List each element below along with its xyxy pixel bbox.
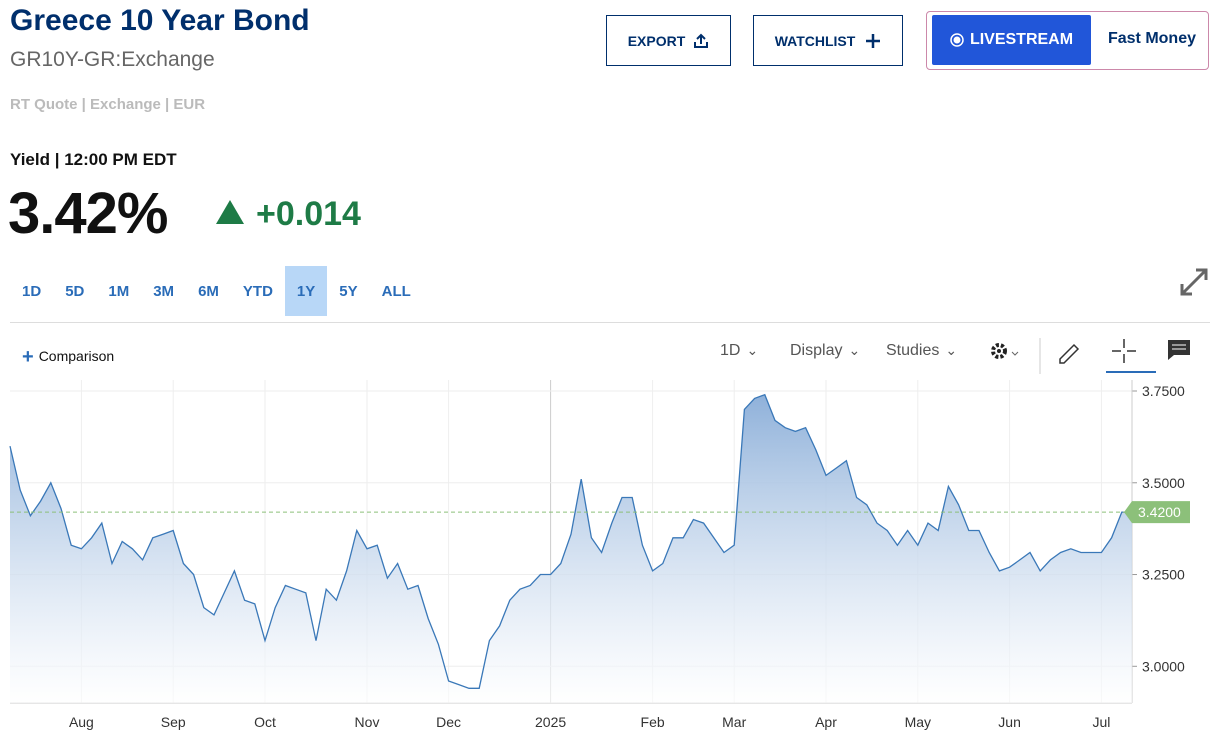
range-button[interactable]: 1D xyxy=(22,282,42,300)
comparison-button[interactable]: + Comparison xyxy=(22,346,115,368)
chart-tools xyxy=(991,338,1190,374)
last-value-label: 3.4200 xyxy=(1138,504,1181,520)
y-tick-label: 3.0000 xyxy=(1142,658,1185,674)
range-button[interactable]: 5D xyxy=(65,282,85,300)
range-button[interactable]: 5Y xyxy=(339,282,358,300)
settings-icon[interactable] xyxy=(991,343,1019,359)
expand-icon[interactable] xyxy=(1178,266,1210,298)
x-tick-label: Aug xyxy=(69,714,94,730)
x-tick-label: Mar xyxy=(722,714,746,730)
comparison-label: Comparison xyxy=(38,348,115,364)
comment-icon[interactable] xyxy=(1168,340,1190,360)
show-link[interactable]: Fast Money xyxy=(1107,30,1196,47)
export-label: EXPORT xyxy=(627,32,686,49)
crosshair-icon[interactable] xyxy=(1112,339,1136,363)
x-tick-label: Oct xyxy=(254,714,276,730)
interval-dropdown[interactable]: 1D xyxy=(720,342,758,360)
studies-dropdown[interactable]: Studies xyxy=(886,342,957,360)
title: Greece 10 Year Bond xyxy=(10,4,310,37)
area xyxy=(10,394,1132,703)
livestream-button[interactable]: LIVESTREAM xyxy=(932,15,1091,65)
x-tick-label: Feb xyxy=(641,714,665,730)
range-button[interactable]: 1M xyxy=(108,282,130,300)
x-tick-label: May xyxy=(905,714,931,730)
x-tick-label: 2025 xyxy=(535,714,566,730)
livestream-label: LIVESTREAM xyxy=(969,31,1074,48)
change: +0.014 xyxy=(256,195,361,233)
x-tick-label: Sep xyxy=(161,714,186,730)
watchlist-label: WATCHLIST xyxy=(774,32,856,49)
x-tick-label: Jul xyxy=(1092,714,1110,730)
x-tick-label: Jun xyxy=(998,714,1021,730)
y-tick-label: 3.7500 xyxy=(1142,383,1185,399)
price: 3.42% xyxy=(8,181,168,246)
range-button[interactable]: ALL xyxy=(381,282,411,300)
x-tick-label: Apr xyxy=(815,714,837,730)
range-button[interactable]: 1Y xyxy=(284,266,328,316)
x-tick-label: Dec xyxy=(436,714,461,730)
display-dropdown[interactable]: Display xyxy=(790,342,860,360)
y-tick-label: 3.5000 xyxy=(1142,475,1185,491)
y-tick-label: 3.2500 xyxy=(1142,567,1185,583)
watchlist-button[interactable]: WATCHLIST xyxy=(753,15,903,66)
range-button[interactable]: 3M xyxy=(153,282,175,300)
quote-info: RT Quote | Exchange | EUR xyxy=(10,96,206,113)
live-dot xyxy=(950,33,964,47)
up-arrow xyxy=(216,200,244,224)
range-button[interactable]: YTD xyxy=(242,282,273,300)
x-tick-label: Nov xyxy=(355,714,380,730)
line xyxy=(9,393,1132,689)
export-button[interactable]: EXPORT xyxy=(606,15,731,66)
draw-icon[interactable] xyxy=(1059,343,1080,364)
symbol: GR10Y-GR:Exchange xyxy=(10,48,215,71)
range-button[interactable]: 6M xyxy=(198,282,219,300)
separator xyxy=(10,322,1210,323)
export-icon xyxy=(694,33,709,48)
last-value-tag xyxy=(1124,501,1190,524)
plus-icon xyxy=(866,33,881,48)
livestream-box xyxy=(926,11,1209,70)
yield-label: Yield | 12:00 PM EDT xyxy=(10,150,177,169)
range-selector: 1D 5D 1M 3M 6M YTD 1Y 5Y ALL xyxy=(10,266,423,316)
